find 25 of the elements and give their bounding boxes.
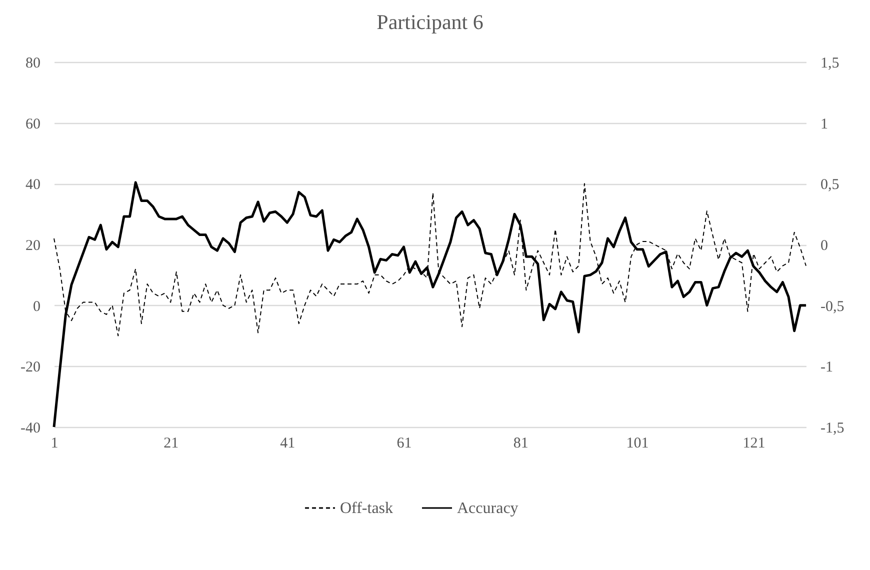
line-series [52,181,808,428]
legend-label: Off-task [340,500,394,517]
y2-tick-label: -0,5 [820,298,844,315]
y2-tick-label: 0,5 [820,177,840,194]
y-tick-label: 40 [26,177,40,194]
x-tick-label: 1 [50,436,58,452]
y-tick-label: 0 [33,298,40,315]
y-tick-label: -40 [20,420,40,436]
x-tick-label: 61 [396,436,412,452]
x-tick-label: 81 [513,436,528,452]
y2-tick-label: 1,5 [820,56,840,72]
y-tick-label: -20 [20,360,40,376]
chart-title: Participant 6 [376,10,484,34]
y2-tick-label: 0 [820,238,828,254]
x-tick-label: 21 [164,436,179,452]
x-tick-label: 121 [742,436,766,452]
x-tick-label: 101 [626,436,649,452]
y2-tick-label: -1,5 [820,420,844,436]
y2-tick-label: 1 [820,116,828,132]
y-tick-label: 20 [26,238,40,254]
y-tick-label: 80 [26,56,40,72]
y-tick-label: 60 [26,116,40,132]
y2-tick-label: -1 [820,360,833,376]
legend-label: Accuracy [457,500,518,517]
x-tick-label: 41 [280,436,296,452]
